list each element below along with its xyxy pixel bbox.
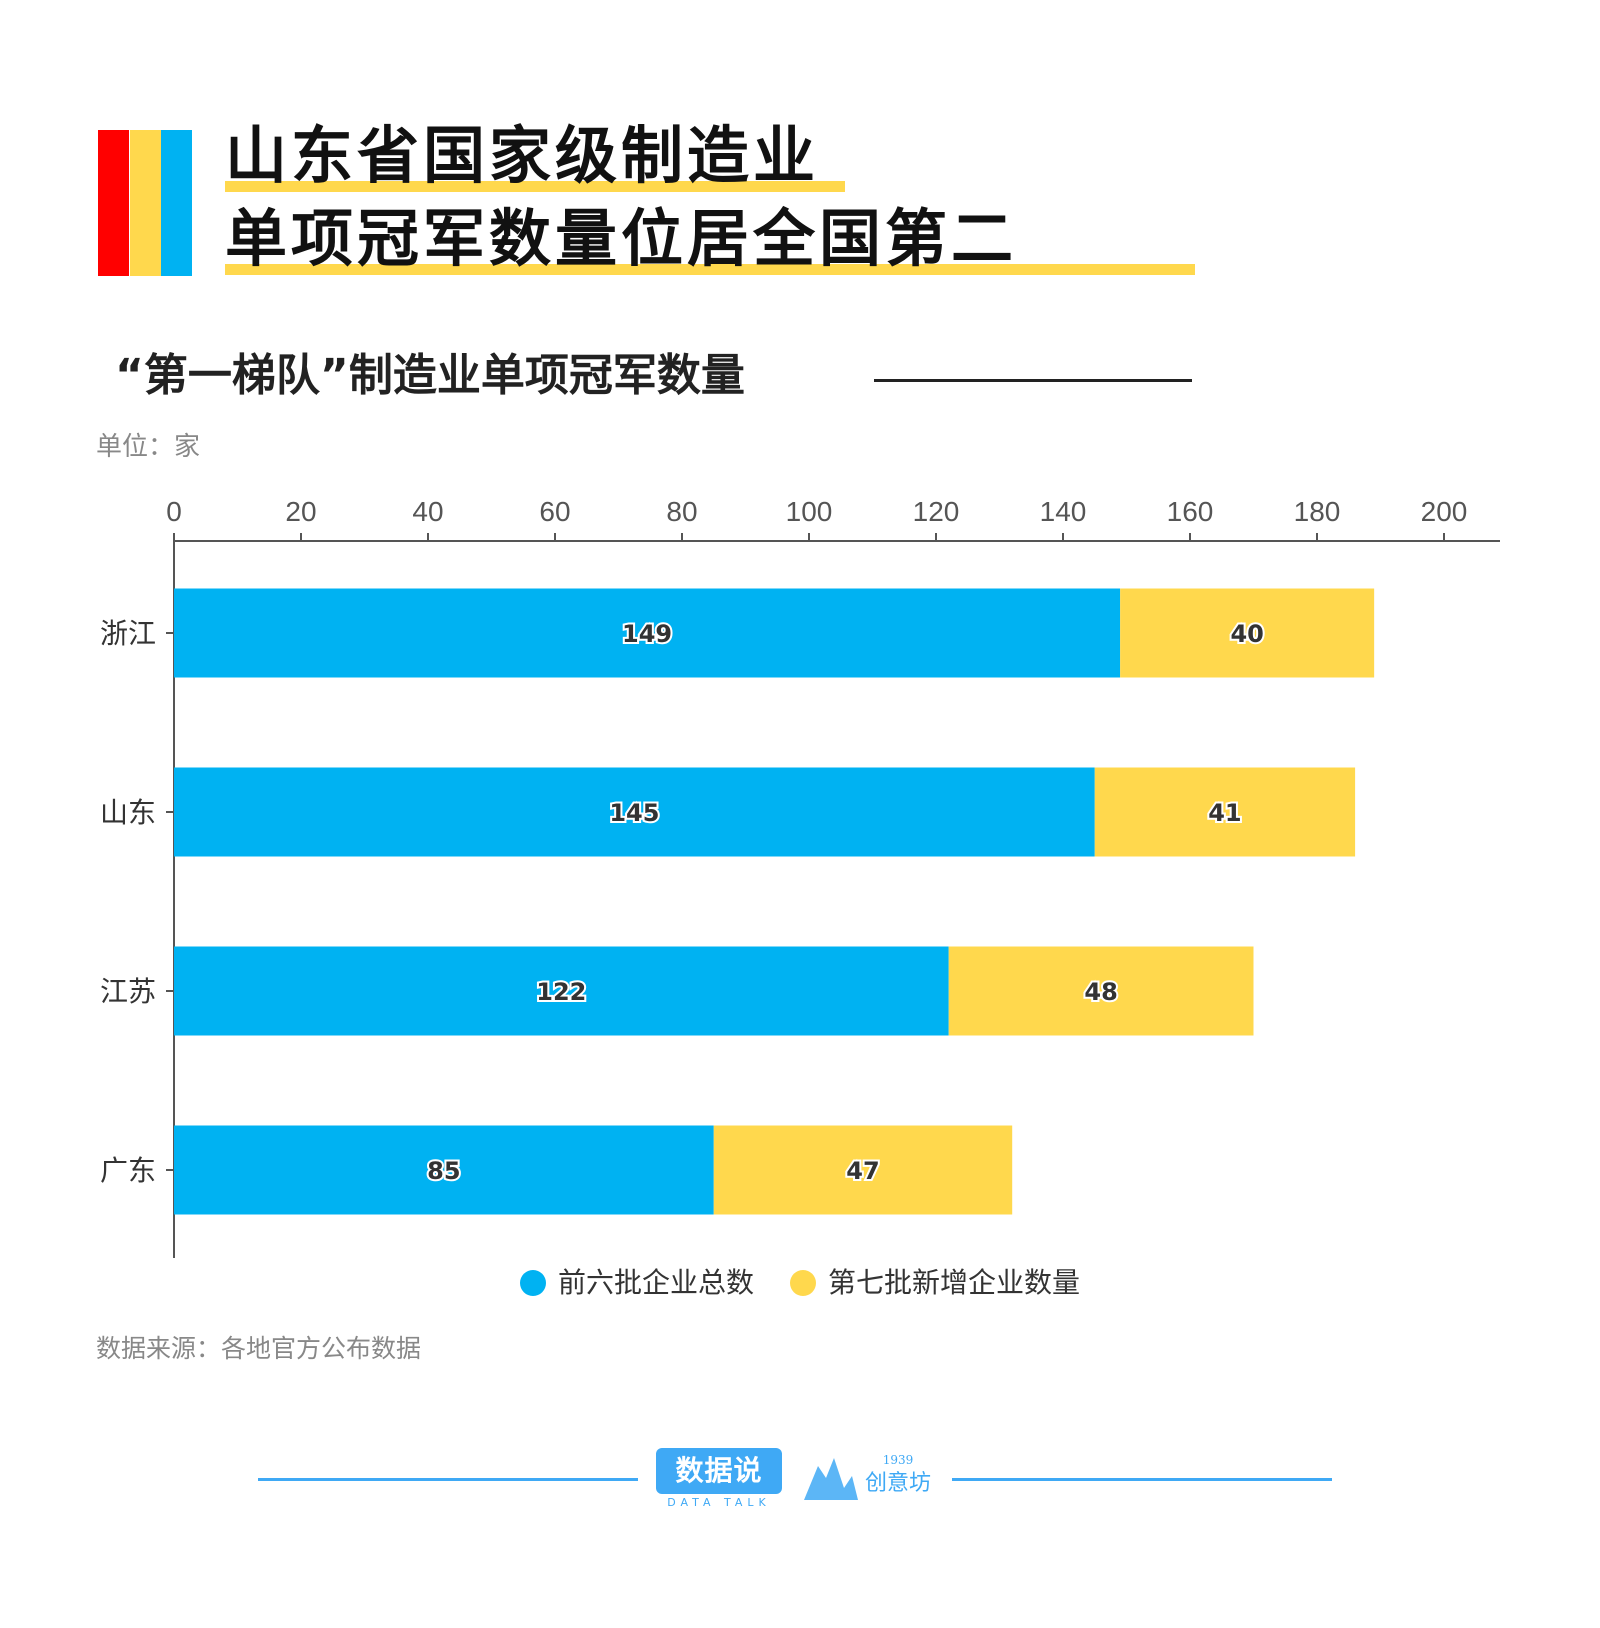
legend-label-series-2: 第七批新增企业数量 xyxy=(828,1266,1081,1299)
bar-segment xyxy=(174,1125,714,1215)
data-label: 40 xyxy=(1230,620,1263,648)
datatalk-logo: 数据说 xyxy=(656,1448,782,1494)
title-underline-2 xyxy=(225,264,1195,275)
data-source-note: 数据来源：各地官方公布数据 xyxy=(96,1334,422,1363)
bar-segment xyxy=(174,946,949,1036)
category-label: 浙江 xyxy=(100,617,156,650)
bar-segment xyxy=(174,588,1121,678)
data-label: 145 xyxy=(609,799,659,827)
x-tick-label: 120 xyxy=(913,496,960,527)
data-label: 47 xyxy=(846,1157,879,1185)
category-label: 江苏 xyxy=(100,975,156,1008)
legend-label-series-1: 前六批企业总数 xyxy=(557,1266,754,1299)
red-stripe xyxy=(98,130,129,276)
legend-item-series-2: 第七批新增企业数量 xyxy=(790,1269,1080,1297)
logo-year: 1939 xyxy=(883,1453,914,1467)
logo-name: 创意坊 xyxy=(865,1471,931,1496)
x-tick-label: 0 xyxy=(166,496,182,527)
unit-label: 单位：家 xyxy=(96,432,201,462)
datatalk-logo-text: 数据说 xyxy=(675,1454,763,1487)
x-tick-label: 160 xyxy=(1167,496,1214,527)
chart-legend: 前六批企业总数 第七批新增企业数量 xyxy=(0,1269,1600,1297)
x-tick-label: 40 xyxy=(412,496,443,527)
category-label: 山东 xyxy=(100,796,156,829)
yellow-stripe xyxy=(130,130,161,276)
footer-rule-right xyxy=(952,1478,1332,1481)
bar-segment xyxy=(1094,767,1356,857)
title-underline-1 xyxy=(225,181,845,192)
legend-dot-yellow xyxy=(790,1270,816,1296)
x-tick-label: 80 xyxy=(666,496,697,527)
blue-stripe xyxy=(161,130,192,276)
subtitle-rule xyxy=(874,379,1192,382)
bar-segment xyxy=(174,767,1095,857)
data-label: 149 xyxy=(622,620,672,648)
legend-dot-blue xyxy=(519,1270,546,1296)
bar-segment xyxy=(1120,588,1375,678)
x-tick-label: 140 xyxy=(1040,496,1087,527)
data-label: 85 xyxy=(427,1157,460,1185)
datatalk-logo-subtext: DATA TALK xyxy=(667,1496,771,1509)
data-label: 122 xyxy=(536,978,586,1006)
page-title-line-2: 单项冠军数量位居全国第二 xyxy=(225,202,1018,275)
x-tick-label: 200 xyxy=(1421,496,1468,527)
x-tick-label: 100 xyxy=(786,496,833,527)
page-title-line-1: 山东省国家级制造业 xyxy=(225,119,820,192)
x-tick-label: 20 xyxy=(285,496,316,527)
bar-segment xyxy=(948,946,1254,1036)
x-tick-label: 60 xyxy=(539,496,570,527)
mountain-icon xyxy=(804,1458,858,1500)
chuangyifang-logo: 1939 创意坊 xyxy=(804,1453,931,1500)
chart-subtitle: “第一梯队”制造业单项冠军数量 xyxy=(115,350,745,401)
footer-rule-left xyxy=(258,1478,638,1481)
legend-item-series-1: 前六批企业总数 xyxy=(519,1266,754,1299)
data-label: 48 xyxy=(1084,978,1117,1006)
category-label: 广东 xyxy=(100,1154,156,1187)
data-label: 41 xyxy=(1208,799,1241,827)
x-tick-label: 180 xyxy=(1294,496,1341,527)
bar-segment xyxy=(713,1125,1013,1215)
